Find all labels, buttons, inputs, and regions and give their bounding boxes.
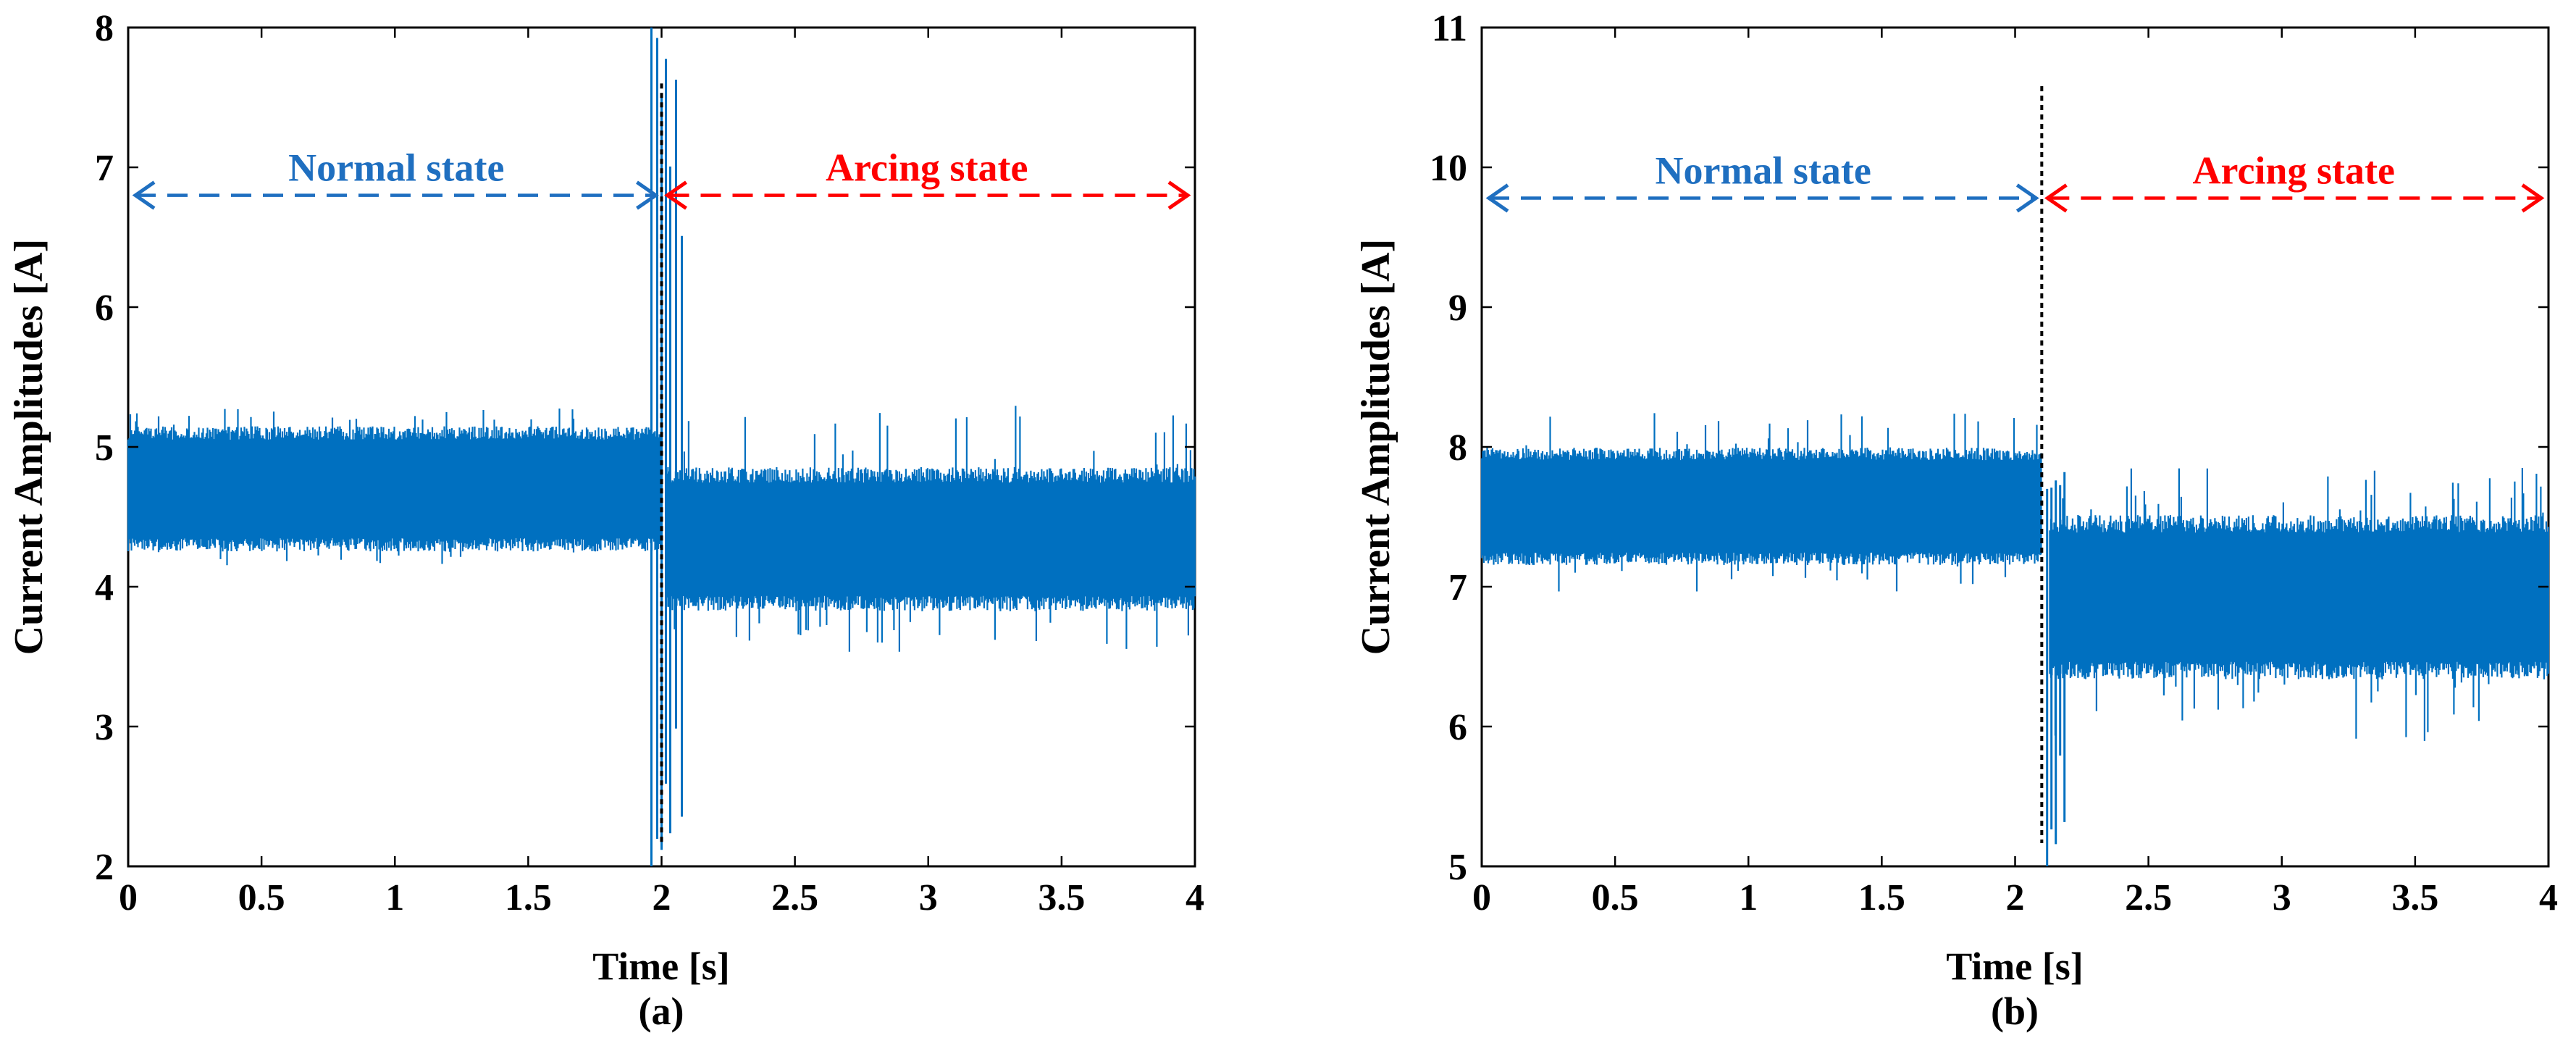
chart-a-ytick-label-3: 5 bbox=[95, 427, 114, 469]
chart-b-xtick-label-2: 1 bbox=[1739, 877, 1758, 918]
chart-b-xtick-label-8: 4 bbox=[2539, 877, 2558, 918]
chart-a-normal-label: Normal state bbox=[288, 146, 504, 190]
chart-b-normal-label: Normal state bbox=[1655, 149, 1871, 193]
chart-b-panel-label: (b) bbox=[1991, 989, 2039, 1033]
chart-b-xtick-label-1: 0.5 bbox=[1592, 877, 1639, 918]
chart-b-normal-arrowhead-left bbox=[1485, 183, 1509, 213]
chart-b-annotations bbox=[1485, 86, 2545, 843]
chart-a-xtick-label-0: 0 bbox=[119, 877, 138, 918]
chart-a-xtick-label-3: 1.5 bbox=[505, 877, 552, 918]
chart-b-ytick-labels: 5 6 7 8 9 10 11 bbox=[1430, 8, 1467, 888]
chart-b-signal bbox=[1480, 413, 2549, 866]
chart-b-xlabel: Time [s] bbox=[1946, 945, 2083, 988]
chart-b-plot-area bbox=[1480, 26, 2550, 868]
chart-b-xtick-label-3: 1.5 bbox=[1858, 877, 1905, 918]
chart-b-xtick-labels: 0 0.5 1 1.5 2 2.5 3 3.5 4 bbox=[1472, 877, 2558, 918]
chart-a-ytick-labels: 2 3 4 5 6 7 8 bbox=[95, 8, 114, 888]
chart-a-annotations bbox=[132, 83, 1191, 843]
chart-a-normal-arrowhead-left bbox=[132, 180, 156, 210]
chart-a-xtick-labels: 0 0.5 1 1.5 2 2.5 3 3.5 4 bbox=[119, 877, 1204, 918]
chart-a-panel-label: (a) bbox=[639, 989, 684, 1033]
chart-a-axis-ticks bbox=[127, 26, 1196, 868]
chart-a-xtick-label-2: 1 bbox=[385, 877, 404, 918]
chart-b-arcing-label: Arcing state bbox=[2192, 149, 2394, 193]
chart-a-ytick-label-5: 7 bbox=[95, 148, 114, 189]
chart-b-ytick-label-5: 10 bbox=[1430, 148, 1467, 189]
chart-a-xtick-label-4: 2 bbox=[653, 877, 671, 918]
chart-b-ytick-label-4: 9 bbox=[1448, 288, 1467, 329]
chart-b-normal-signal-core bbox=[1482, 479, 2042, 537]
chart-b-xtick-label-6: 3 bbox=[2273, 877, 2291, 918]
chart-a-arcing-label: Arcing state bbox=[826, 146, 1028, 190]
chart-b-xtick-label-0: 0 bbox=[1472, 877, 1491, 918]
chart-b-ytick-label-0: 5 bbox=[1448, 847, 1467, 888]
chart-b-arcing-arrowhead-right bbox=[2521, 183, 2545, 213]
chart-a-ytick-label-4: 6 bbox=[95, 288, 114, 329]
chart-a-xtick-label-7: 3.5 bbox=[1038, 877, 1085, 918]
chart-a-xtick-label-8: 4 bbox=[1186, 877, 1204, 918]
chart-b-transient bbox=[2046, 472, 2066, 866]
chart-b-xtick-label-4: 2 bbox=[2006, 877, 2025, 918]
chart-a-ytick-label-6: 8 bbox=[95, 8, 114, 49]
chart-b-ytick-label-6: 11 bbox=[1432, 8, 1467, 49]
chart-a-xtick-label-1: 0.5 bbox=[238, 877, 285, 918]
chart-a-normal-arrowhead-right bbox=[636, 180, 659, 210]
chart-a-xlabel: Time [s] bbox=[592, 945, 729, 988]
chart-a: 0 0.5 1 1.5 2 2.5 3 3.5 4 2 3 4 5 6 7 8 Time [s] (a) C… bbox=[7, 8, 1204, 1033]
chart-b-xtick-label-5: 2.5 bbox=[2125, 877, 2172, 918]
chart-b-ytick-label-1: 6 bbox=[1448, 707, 1467, 748]
chart-a-arcing-signal-core bbox=[666, 503, 1195, 574]
chart-b-axis-ticks bbox=[1480, 26, 2550, 868]
chart-a-xtick-label-5: 2.5 bbox=[771, 877, 818, 918]
chart-a-ytick-label-1: 3 bbox=[95, 707, 114, 748]
chart-a-ytick-label-0: 2 bbox=[95, 847, 114, 888]
chart-b-arcing-arrowhead-left bbox=[2044, 183, 2068, 213]
chart-a-signal bbox=[127, 28, 1196, 866]
chart-b-normal-arrowhead-right bbox=[2015, 183, 2039, 213]
chart-b-ytick-label-2: 7 bbox=[1448, 567, 1467, 608]
chart-b-ytick-label-3: 8 bbox=[1448, 427, 1467, 469]
chart-a-arcing-arrowhead-right bbox=[1167, 180, 1191, 210]
chart-b-ylabel: Current Amplitudes [A] bbox=[1354, 239, 1398, 656]
chart-a-normal-signal-core bbox=[128, 458, 662, 520]
chart-b-arcing-signal-core bbox=[2050, 558, 2548, 640]
chart-a-ytick-label-2: 4 bbox=[95, 567, 114, 608]
chart-a-arcing-arrowhead-left bbox=[664, 180, 687, 210]
chart-b-xtick-label-7: 3.5 bbox=[2391, 877, 2438, 918]
chart-b: 0 0.5 1 1.5 2 2.5 3 3.5 4 5 6 7 8 9 10 11 Time [s] (b)… bbox=[1354, 8, 2558, 1033]
chart-a-ylabel: Current Amplitudes [A] bbox=[7, 239, 51, 656]
chart-a-xtick-label-6: 3 bbox=[919, 877, 938, 918]
